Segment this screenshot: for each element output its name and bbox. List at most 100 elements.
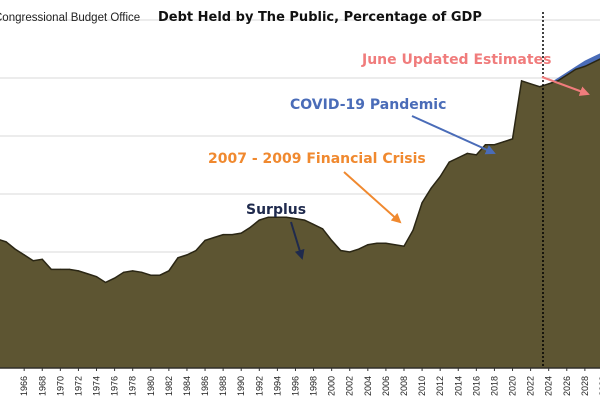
data-point [412,229,414,231]
data-point [95,276,98,278]
data-point [421,202,423,204]
data-point [294,218,297,220]
chart-title: Debt Held by The Public, Percentage of G… [158,10,482,25]
x-tick-label: 2018 [489,376,499,396]
data-point [132,270,134,272]
data-point [520,80,523,82]
data-point [86,273,89,275]
x-tick-labels: 1966 1968 1970 1972 1974 1976 1978 1980 1982 1984… [19,368,600,396]
data-point [276,216,278,218]
data-point [530,83,532,85]
data-point [23,254,25,256]
x-tick-label: 2012 [435,376,445,396]
data-point [267,216,269,218]
x-tick-label: 1978 [128,376,138,396]
x-tick-label: 1984 [182,376,192,396]
data-point [32,260,34,262]
data-point [222,234,224,236]
data-point [159,274,161,276]
arrow-covid [411,115,496,155]
x-tick-label: 2016 [471,376,481,396]
data-point [331,239,333,241]
data-point [195,249,197,252]
data-point [448,161,450,163]
data-point [502,141,505,143]
data-point [539,86,541,88]
data-point [340,249,342,252]
x-tick-label: 1976 [110,376,120,396]
x-tick-label: 1986 [200,376,210,396]
data-point [439,176,441,178]
data-point [484,144,486,146]
annotation-financial-crisis: 2007 - 2009 Financial Crisis [208,151,426,167]
data-point [114,277,116,279]
data-point [141,271,143,273]
data-point [566,74,568,76]
arrow-surplus [290,221,305,260]
x-tick-label: 1988 [218,376,228,396]
x-tick-label: 1998 [309,376,319,396]
data-point [14,248,16,250]
data-point [394,244,396,246]
data-point [240,232,242,234]
data-point [231,234,233,236]
data-point [5,241,7,243]
source-label: Congressional Budget Office [0,12,140,24]
x-tick-label: 2008 [399,376,409,396]
arrow-financial-crisis [343,171,402,224]
data-point [385,242,387,244]
data-point [168,270,170,272]
data-point [457,157,459,159]
x-tick-label: 1968 [37,376,47,396]
data-point [430,187,432,189]
x-tick-label: 2002 [345,376,355,396]
data-point [150,274,152,276]
data-point [312,223,315,226]
data-point [475,154,477,156]
data-point [593,61,595,63]
data-point [322,228,324,230]
data-point [50,268,52,270]
x-tick-label: 1992 [254,376,264,396]
data-point [186,254,188,256]
data-point [68,268,70,270]
data-point [358,248,360,250]
x-tick-label: 2030 [598,376,600,396]
annotation-surplus: Surplus [246,202,306,218]
data-point [493,144,496,146]
x-tick-label: 2022 [526,376,536,396]
data-point [249,226,251,228]
data-point [376,242,378,244]
annotation-june-updated: June Updated Estimates [361,52,551,68]
annotation-covid: COVID-19 Pandemic [290,97,446,113]
data-point [403,245,405,247]
data-point [123,271,125,273]
x-tick-label: 2004 [363,376,373,396]
x-tick-label: 1982 [164,376,174,396]
data-point [466,152,468,154]
data-point [557,80,559,82]
data-point [213,236,215,239]
x-tick-label: 2026 [562,376,572,396]
x-tick-label: 1970 [55,376,65,396]
x-tick-label: 1980 [146,376,156,396]
x-tick-label: 2028 [580,376,590,396]
x-tick-label: 2000 [327,376,337,396]
data-point [303,219,306,221]
x-tick-label: 2020 [508,376,518,396]
x-tick-label: 2014 [453,376,463,396]
x-tick-label: 2010 [417,376,427,396]
data-point [575,68,577,70]
x-tick-label: 1966 [19,376,29,396]
data-point [511,138,514,140]
data-point [548,83,550,85]
x-tick-label: 2024 [544,376,554,396]
x-tick-label: 1974 [92,376,102,396]
data-point [41,258,43,260]
data-point [77,270,80,272]
data-point [204,239,206,241]
data-point [285,216,288,218]
data-point [584,65,586,67]
data-point [104,281,107,284]
